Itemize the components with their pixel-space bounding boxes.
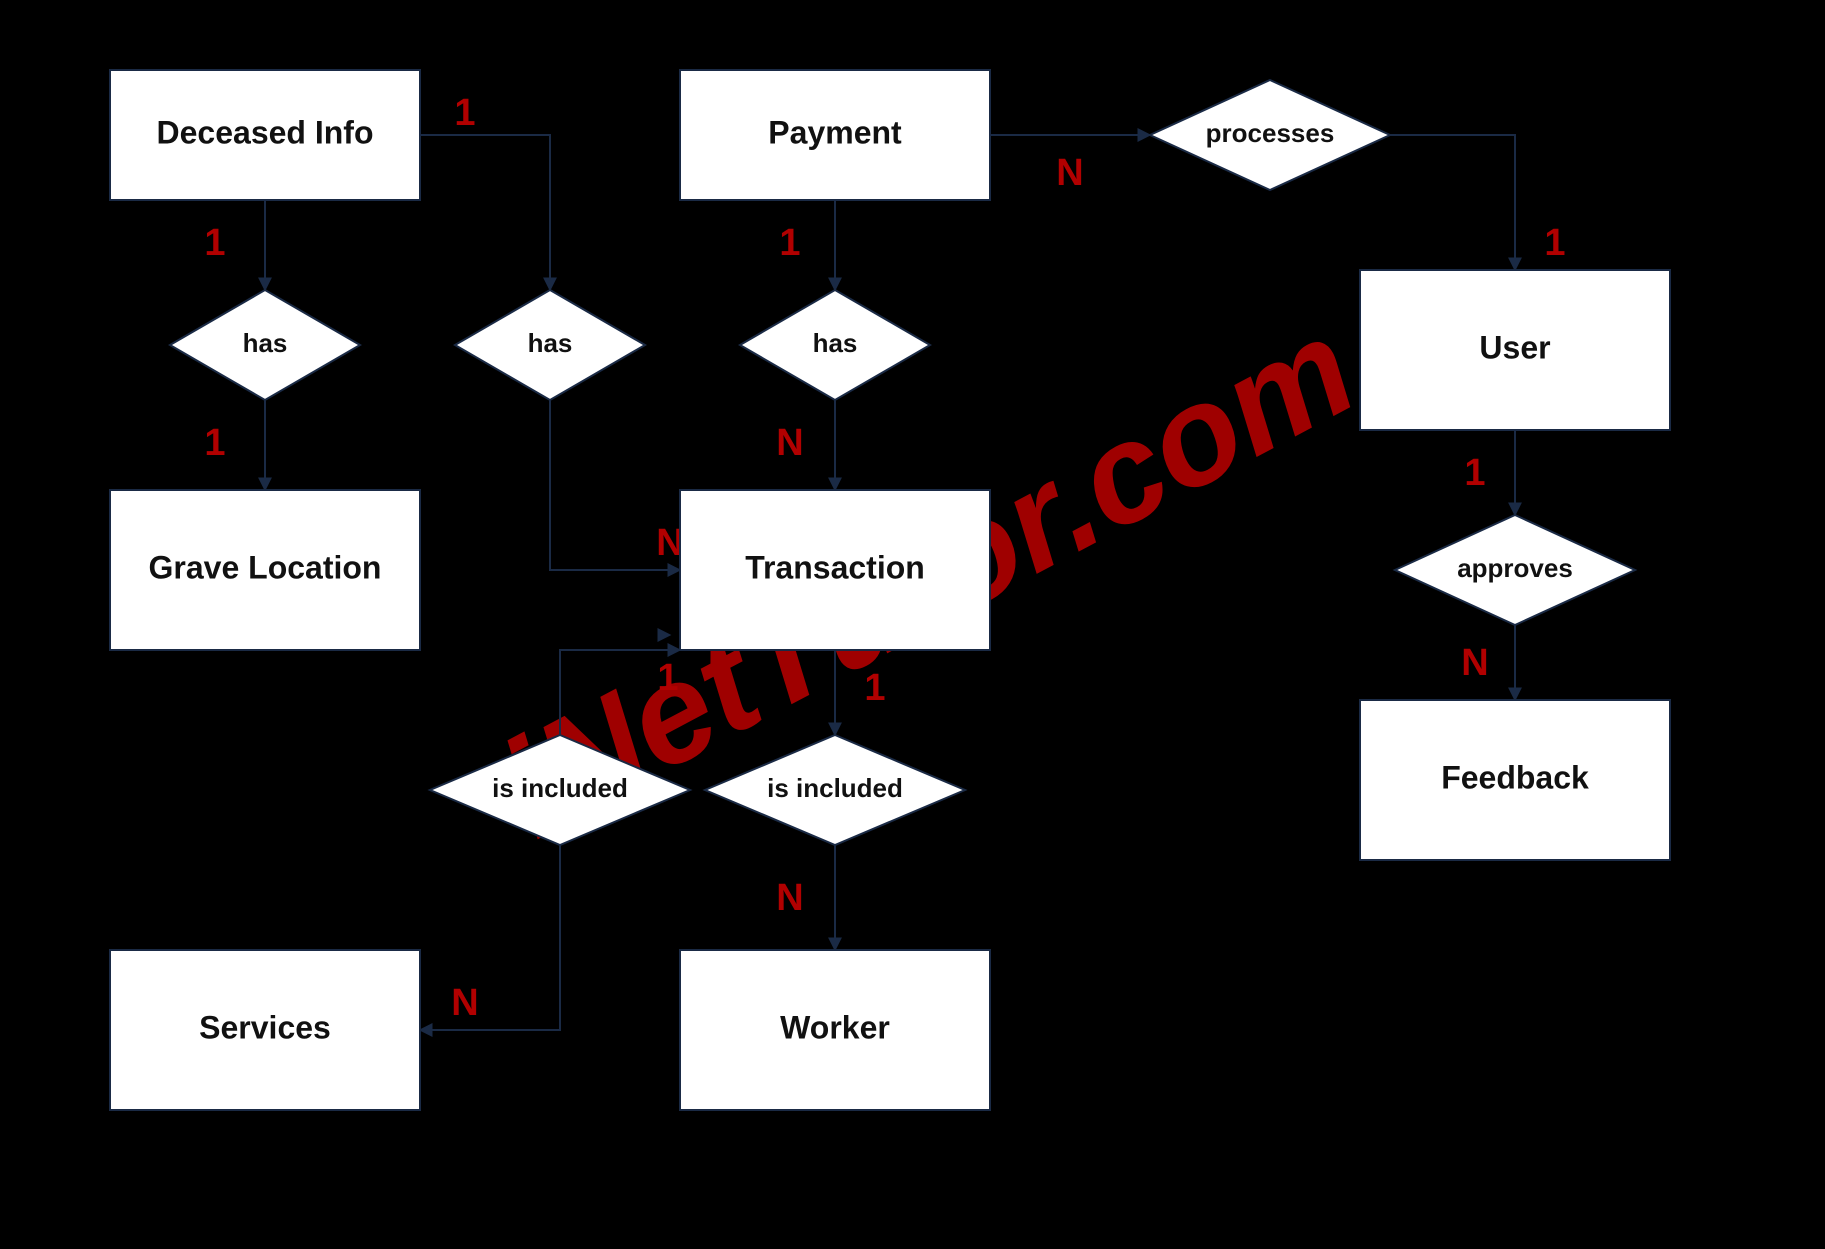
relationship-label-incl2: is included xyxy=(767,773,903,803)
cardinality-4: 1 xyxy=(779,222,800,264)
entity-deceased: Deceased Info xyxy=(110,70,420,200)
relationship-label-has1: has xyxy=(243,328,288,358)
cardinality-7: 1 xyxy=(1544,222,1565,264)
entity-label-services: Services xyxy=(199,1009,331,1045)
entity-grave: Grave Location xyxy=(110,490,420,650)
cardinality-2: 1 xyxy=(454,92,475,134)
entity-label-worker: Worker xyxy=(780,1009,890,1045)
entity-transaction: Transaction xyxy=(680,490,990,650)
cardinality-9: N xyxy=(1461,642,1488,684)
cardinality-5: N xyxy=(776,422,803,464)
entity-user: User xyxy=(1360,270,1670,430)
cardinality-12: N xyxy=(451,982,478,1024)
relationship-label-processes: processes xyxy=(1206,118,1335,148)
er-diagram: iNetTutor.com111N1NN11N1N1Nhashashasproc… xyxy=(0,0,1825,1249)
entity-label-feedback: Feedback xyxy=(1441,759,1589,795)
entity-payment: Payment xyxy=(680,70,990,200)
cardinality-11: 1 xyxy=(657,657,678,699)
relationship-label-incl1: is included xyxy=(492,773,628,803)
relationship-label-has3: has xyxy=(813,328,858,358)
relationship-label-has2: has xyxy=(528,328,573,358)
entity-worker: Worker xyxy=(680,950,990,1110)
entity-label-payment: Payment xyxy=(768,114,902,150)
entity-label-grave: Grave Location xyxy=(149,549,382,585)
cardinality-1: 1 xyxy=(204,422,225,464)
cardinality-8: 1 xyxy=(1464,452,1485,494)
entity-label-deceased: Deceased Info xyxy=(157,114,374,150)
entity-label-transaction: Transaction xyxy=(745,549,925,585)
entity-services: Services xyxy=(110,950,420,1110)
relationship-label-approves: approves xyxy=(1457,553,1573,583)
cardinality-13: 1 xyxy=(864,667,885,709)
cardinality-14: N xyxy=(776,877,803,919)
entity-feedback: Feedback xyxy=(1360,700,1670,860)
cardinality-6: N xyxy=(1056,152,1083,194)
entity-label-user: User xyxy=(1479,329,1550,365)
cardinality-0: 1 xyxy=(204,222,225,264)
